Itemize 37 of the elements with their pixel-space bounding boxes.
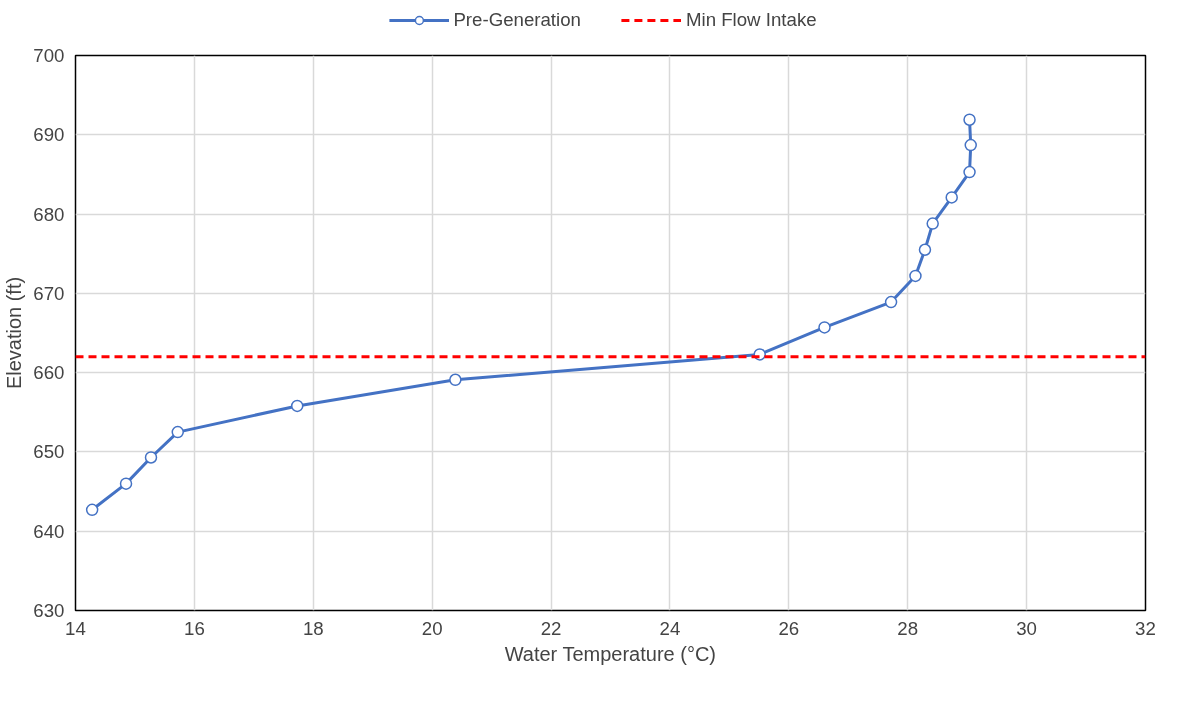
x-tick-label: 16 <box>184 617 205 639</box>
point <box>918 243 932 256</box>
y-tick-label: 660 <box>33 362 65 384</box>
point <box>85 503 99 517</box>
y-axis-title: Elevation (ft) <box>3 276 26 390</box>
point <box>926 217 939 230</box>
point <box>818 321 831 334</box>
legend-label: Min Flow Intake <box>685 9 817 31</box>
x-tick-label: 30 <box>1016 617 1037 639</box>
point <box>909 269 922 283</box>
x-axis-title: Water Temperature (°C) <box>504 642 717 665</box>
point <box>171 425 184 439</box>
point <box>449 373 462 387</box>
point <box>964 138 977 152</box>
y-tick-label: 650 <box>33 441 65 463</box>
x-tick-label: 24 <box>659 617 681 639</box>
point <box>963 113 976 126</box>
x-tick-label: 26 <box>778 617 800 639</box>
x-tick-label: 32 <box>1135 617 1156 639</box>
legend-label: Pre-Generation <box>453 9 581 31</box>
x-tick-label: 20 <box>421 617 443 639</box>
point <box>963 165 976 179</box>
y-tick-label: 690 <box>33 124 65 146</box>
point <box>945 191 958 204</box>
x-tick-label: 22 <box>540 617 562 639</box>
y-tick-label: 670 <box>33 282 65 304</box>
y-tick-label: 640 <box>33 520 65 542</box>
y-tick-label: 700 <box>33 45 65 66</box>
y-tick-label: 630 <box>33 600 65 621</box>
x-tick-label: 14 <box>65 617 86 639</box>
x-tick-label: 18 <box>302 617 324 639</box>
point <box>144 451 158 464</box>
y-tick-label: 680 <box>33 203 65 225</box>
x-tick-label: 28 <box>897 617 919 639</box>
point <box>290 399 304 413</box>
point <box>884 295 898 309</box>
point <box>119 477 133 490</box>
